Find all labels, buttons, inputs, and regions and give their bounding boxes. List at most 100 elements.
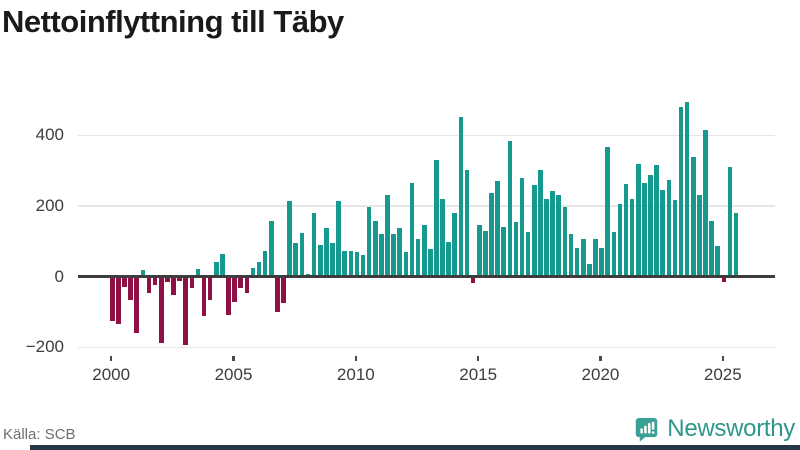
bar-2017Q4 — [544, 199, 549, 277]
y-axis-label-200: 200 — [35, 196, 64, 215]
bar-2017Q2 — [532, 185, 537, 277]
bar-2014Q1 — [452, 213, 458, 277]
bar-2006Q2 — [262, 250, 268, 277]
bar-2015Q1 — [476, 225, 482, 277]
y-axis-label-0: 0 — [54, 266, 64, 286]
bar-2024Q2 — [703, 130, 708, 277]
bar-2005Q4 — [250, 267, 256, 277]
bar-2019Q4 — [593, 238, 598, 277]
bar-2003Q4 — [201, 276, 207, 316]
bar-2019Q2 — [580, 238, 586, 277]
bar-2018Q1 — [550, 191, 555, 277]
bar-2002Q1 — [158, 276, 164, 344]
bar-2020Q1 — [599, 247, 604, 277]
bar-2017Q1 — [525, 231, 531, 277]
bar-2023Q2 — [678, 106, 684, 277]
y-axis-label-400: 400 — [35, 125, 64, 145]
bar-2013Q1 — [428, 249, 433, 277]
bar-2004Q1 — [207, 276, 213, 301]
bar-2006Q4 — [275, 276, 280, 313]
gridline--200 — [78, 346, 775, 349]
bar-2001Q4 — [152, 276, 158, 285]
bar-2001Q3 — [146, 276, 152, 293]
bar-2005Q1 — [232, 276, 237, 303]
bar-2021Q2 — [629, 198, 635, 277]
bar-2002Q3 — [171, 276, 176, 295]
bar-2004Q2 — [213, 261, 219, 277]
bar-2022Q2 — [654, 165, 659, 277]
bar-2007Q1 — [281, 276, 286, 304]
newsworthy-bar-chart-icon — [635, 417, 658, 442]
bar-2000Q3 — [122, 276, 127, 287]
bar-2015Q2 — [483, 230, 488, 277]
bar-2014Q3 — [464, 169, 470, 277]
source-note: Källa: SCB — [3, 426, 76, 443]
x-tick-2005 — [232, 356, 235, 361]
newsworthy-logo: Newsworthy — [635, 415, 795, 443]
bar-2004Q4 — [226, 276, 231, 315]
gridline-200 — [78, 205, 775, 207]
bar-2002Q2 — [165, 276, 170, 282]
bar-2008Q1 — [305, 273, 311, 277]
bar-2024Q1 — [697, 195, 702, 277]
bar-2008Q4 — [324, 228, 329, 277]
bar-2009Q3 — [342, 250, 347, 277]
bar-2017Q3 — [538, 169, 543, 277]
bar-2013Q4 — [446, 241, 451, 277]
chart-title: Nettoinflyttning till Täby — [2, 4, 344, 39]
bar-2019Q1 — [574, 247, 580, 277]
x-axis-label-2025: 2025 — [703, 365, 742, 384]
bar-2007Q3 — [293, 243, 299, 277]
bar-2005Q2 — [238, 276, 244, 288]
bar-2014Q4 — [470, 276, 476, 284]
gridline-400 — [78, 134, 775, 137]
bar-2004Q3 — [220, 254, 225, 277]
bar-2007Q4 — [299, 232, 305, 277]
bar-2012Q3 — [415, 238, 421, 277]
x-axis-label-2000: 2000 — [92, 365, 131, 384]
bar-2012Q2 — [409, 183, 415, 277]
bar-2021Q3 — [635, 163, 641, 277]
bar-2012Q1 — [403, 252, 409, 277]
bar-2011Q2 — [385, 195, 390, 277]
bar-2016Q1 — [501, 226, 507, 277]
bar-2008Q2 — [311, 213, 317, 277]
bar-2018Q3 — [562, 206, 568, 277]
bar-2025Q2 — [727, 167, 733, 277]
x-tick-2000 — [110, 356, 113, 361]
x-tick-2025 — [721, 356, 724, 361]
bar-2000Q4 — [128, 276, 133, 301]
bar-2003Q3 — [195, 269, 201, 277]
bar-2023Q3 — [684, 102, 690, 277]
y-axis-label--200: −200 — [25, 337, 64, 357]
bar-2010Q3 — [366, 207, 372, 277]
bar-2021Q4 — [642, 182, 647, 277]
bar-2000Q1 — [110, 276, 115, 322]
bar-2025Q3 — [733, 213, 739, 277]
bar-2023Q1 — [672, 199, 678, 277]
bar-2016Q3 — [513, 222, 519, 277]
x-axis-label-2015: 2015 — [459, 365, 498, 384]
bar-2019Q3 — [587, 264, 592, 277]
bar-2014Q2 — [458, 117, 464, 277]
bar-2009Q4 — [348, 250, 354, 277]
bar-2025Q1 — [721, 276, 727, 283]
bar-2022Q1 — [648, 175, 653, 277]
x-tick-2010 — [354, 356, 358, 361]
bar-2010Q2 — [360, 255, 366, 277]
bar-2020Q4 — [617, 203, 623, 277]
bottom-accent-strip — [30, 445, 800, 450]
bar-2021Q1 — [623, 184, 629, 277]
bar-2011Q3 — [391, 233, 396, 277]
bar-2024Q3 — [709, 221, 714, 277]
bar-2008Q3 — [317, 244, 323, 277]
bar-2006Q1 — [256, 261, 262, 277]
bar-2000Q2 — [116, 276, 121, 324]
bar-2016Q4 — [519, 177, 525, 277]
bar-2009Q1 — [330, 243, 335, 277]
bar-2002Q4 — [177, 276, 182, 281]
bar-2010Q1 — [354, 251, 360, 277]
x-axis-label-2020: 2020 — [581, 365, 620, 384]
bar-2013Q2 — [434, 160, 439, 277]
bar-2011Q4 — [397, 228, 403, 277]
